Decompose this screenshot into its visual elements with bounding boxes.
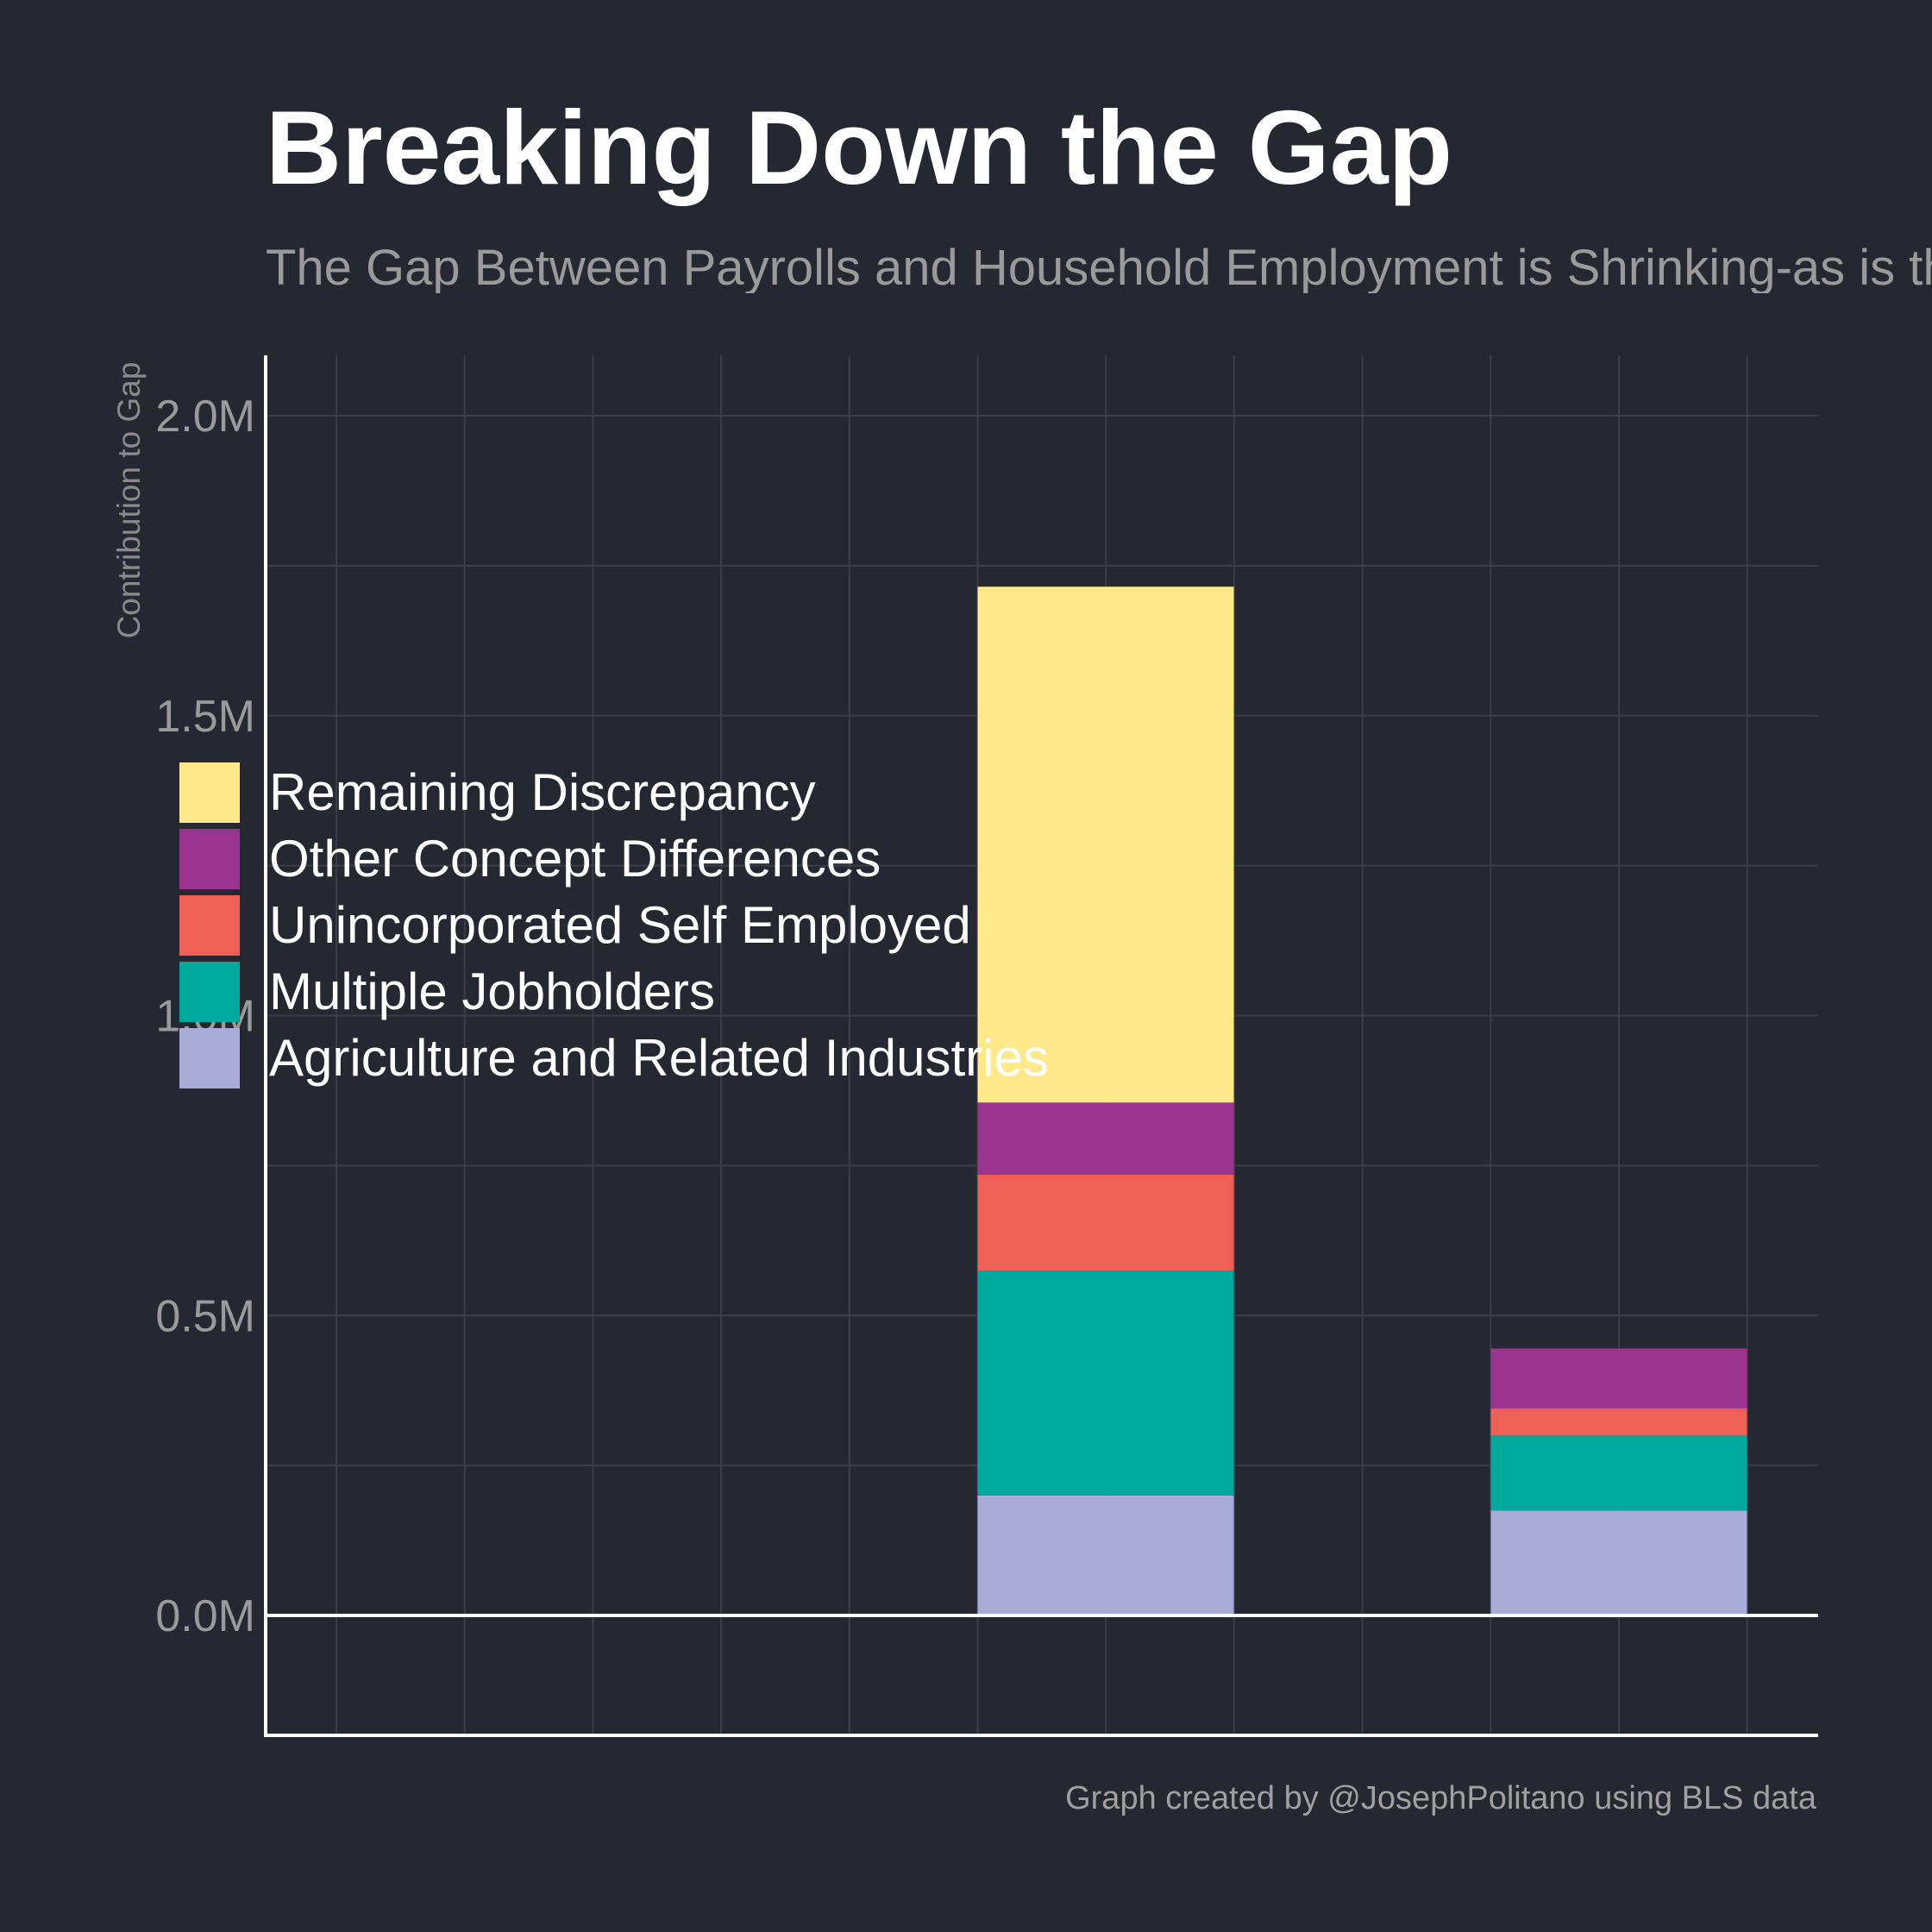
bar-segment-2-agriculture-and-related-industries <box>1490 1510 1747 1615</box>
bars <box>977 586 1747 1615</box>
y-tick-label: 1.5M <box>155 692 255 742</box>
y-tick-label: 0.5M <box>155 1291 255 1341</box>
chart-caption: Graph created by @JosephPolitano using B… <box>1065 1780 1816 1816</box>
bar-segment-1-remaining-discrepancy <box>977 586 1234 1103</box>
legend-swatch <box>179 961 240 1022</box>
legend-swatch <box>179 762 240 823</box>
bar-segment-1-unincorporated-self-employed <box>977 1174 1234 1271</box>
legend-swatch <box>179 894 240 956</box>
legend-label: Other Concept Differences <box>269 830 881 888</box>
legend-item: Remaining Discrepancy <box>179 759 1049 825</box>
bar-segment-2-unincorporated-self-employed <box>1490 1408 1747 1436</box>
legend-label: Remaining Discrepancy <box>269 763 816 821</box>
bar-segment-2-multiple-jobholders <box>1490 1435 1747 1511</box>
legend-label: Multiple Jobholders <box>269 963 715 1020</box>
y-tick-label: 0.0M <box>155 1591 255 1641</box>
chart-title: Breaking Down the Gap <box>266 89 1453 206</box>
axes <box>264 355 1818 1737</box>
legend: Remaining Discrepancy Other Concept Diffe… <box>179 759 1049 1091</box>
legend-label: Unincorporated Self Employed <box>269 896 971 954</box>
legend-label: Agriculture and Related Industries <box>269 1029 1049 1087</box>
y-axis-label: Contribution to Gap <box>111 362 147 639</box>
legend-item: Other Concept Differences <box>179 825 1049 892</box>
legend-swatch <box>179 828 240 889</box>
bar-segment-2-other-concept-differences <box>1490 1348 1747 1409</box>
y-tick-label: 2.0M <box>155 392 255 442</box>
legend-item: Unincorporated Self Employed <box>179 892 1049 958</box>
legend-swatch <box>179 1027 240 1088</box>
bar-segment-1-other-concept-differences <box>977 1102 1234 1175</box>
bar-segment-1-multiple-jobholders <box>977 1270 1234 1496</box>
legend-item: Agriculture and Related Industries <box>179 1025 1049 1091</box>
chart-subtitle: The Gap Between Payrolls and Household E… <box>266 243 1932 293</box>
bar-segment-1-agriculture-and-related-industries <box>977 1495 1234 1615</box>
legend-item: Multiple Jobholders <box>179 958 1049 1025</box>
